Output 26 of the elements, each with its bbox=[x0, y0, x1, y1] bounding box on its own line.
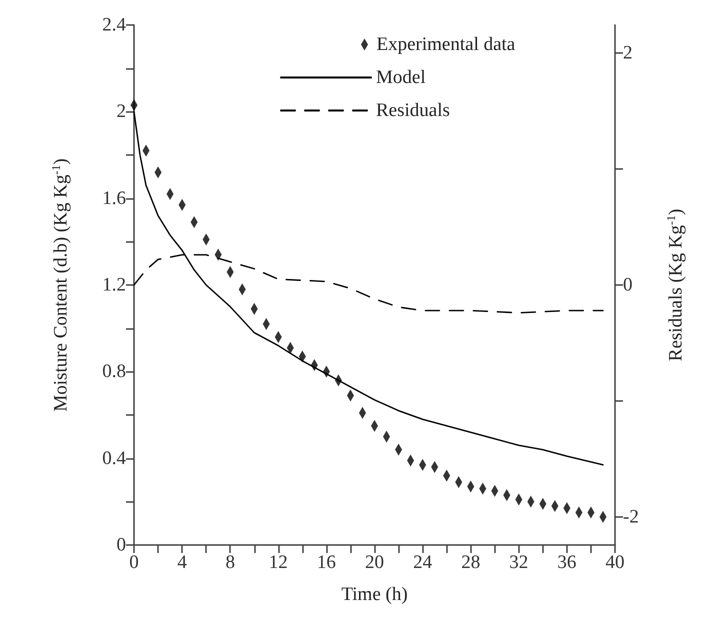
x-tick-label: 4 bbox=[177, 552, 188, 573]
x-axis-title: Time (h) bbox=[341, 584, 408, 605]
x-tick-label: 40 bbox=[606, 552, 624, 573]
y-tick-label: 1.6 bbox=[102, 188, 126, 209]
legend-label: Residuals bbox=[376, 100, 450, 121]
x-tick-label: 8 bbox=[225, 552, 235, 573]
y-tick-label: 0 bbox=[116, 534, 126, 556]
y-tick-label: 0.4 bbox=[102, 448, 126, 469]
x-tick-label: 20 bbox=[365, 552, 384, 573]
x-tick-label: 24 bbox=[413, 552, 433, 573]
y2-axis-title: Residuals (Kg Kg-1) bbox=[664, 208, 686, 362]
x-tick-label: 12 bbox=[268, 552, 288, 573]
legend-label: Experimental data bbox=[376, 34, 516, 55]
y-tick-label: 0.8 bbox=[102, 361, 126, 382]
y-tick-label: 1.2 bbox=[102, 274, 126, 296]
x-tick-label: 28 bbox=[461, 552, 480, 573]
legend-label: Model bbox=[376, 67, 426, 88]
x-tick-label: 36 bbox=[557, 552, 576, 573]
y2-tick-label: 2 bbox=[623, 42, 632, 64]
y2-tick-label: 0 bbox=[623, 274, 632, 296]
y-tick-label: 2.4 bbox=[102, 14, 126, 36]
y-tick-label: 2 bbox=[116, 101, 126, 122]
y2-tick-label: -2 bbox=[623, 506, 639, 528]
x-tick-label: 32 bbox=[509, 552, 528, 573]
x-tick-label: 16 bbox=[316, 552, 336, 573]
y-axis-title: Moisture Content (d.b) (Kg Kg-1) bbox=[49, 158, 72, 412]
